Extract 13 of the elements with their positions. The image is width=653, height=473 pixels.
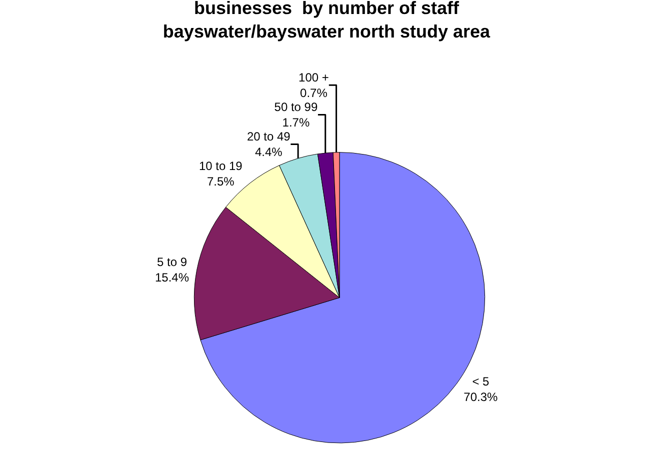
slice-label: 10 to 19 bbox=[198, 159, 243, 174]
data-label: 70.3% bbox=[464, 390, 498, 404]
chart-title: businesses by number of staff bayswater/bayswater north study area bbox=[162, 0, 492, 42]
slice-label: < 5 bbox=[472, 374, 490, 389]
data-label: 1.7% bbox=[282, 116, 310, 130]
data-label: 7.5% bbox=[206, 174, 235, 189]
slice-label: 50 to 99 bbox=[274, 100, 318, 114]
slice-label: 5 to 9 bbox=[156, 255, 188, 270]
data-label: 15.4% bbox=[154, 270, 190, 285]
slice-label: 100 + bbox=[298, 70, 329, 84]
slice-label: 20 to 49 bbox=[246, 130, 291, 144]
data-label: 4.4% bbox=[254, 145, 283, 160]
data-label: 0.7% bbox=[300, 86, 328, 100]
